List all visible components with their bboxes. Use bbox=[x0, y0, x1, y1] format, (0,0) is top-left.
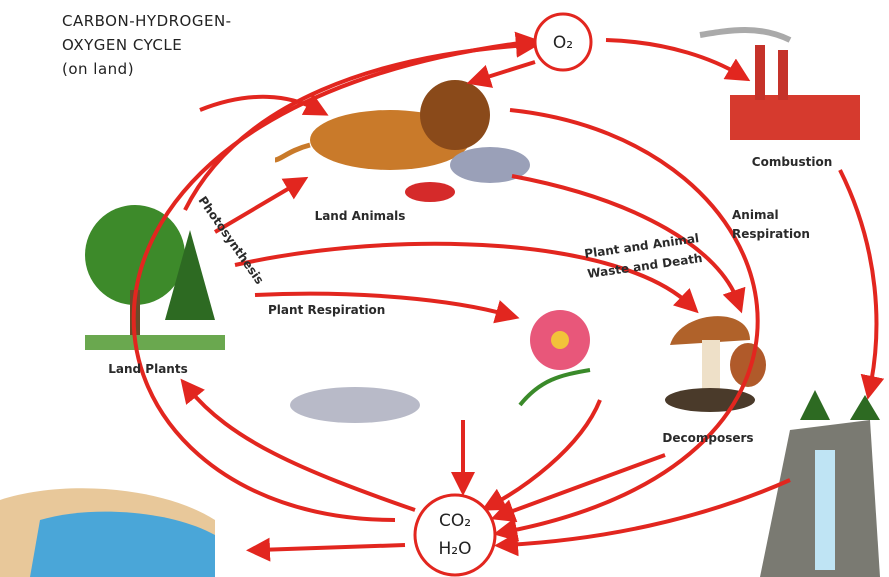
oxygen-label: O₂ bbox=[553, 33, 573, 53]
process-label: Animal bbox=[732, 208, 779, 222]
node-label: Combustion bbox=[752, 155, 832, 169]
title-line: (on land) bbox=[62, 60, 134, 78]
process-label: Plant Respiration bbox=[268, 303, 385, 317]
cycle-diagram: CARBON-HYDROGEN- OXYGEN CYCLE (on land) … bbox=[0, 0, 889, 577]
water-label: H₂O bbox=[439, 539, 472, 559]
process-label: Respiration bbox=[732, 227, 810, 241]
node-label: Land Animals bbox=[315, 209, 406, 223]
title-line: OXYGEN CYCLE bbox=[62, 36, 182, 54]
title-line: CARBON-HYDROGEN- bbox=[62, 12, 232, 30]
co2-label: CO₂ bbox=[439, 511, 471, 531]
co2-water-node bbox=[415, 495, 495, 575]
node-label: Land Plants bbox=[108, 362, 187, 376]
node-label: Decomposers bbox=[662, 431, 753, 445]
